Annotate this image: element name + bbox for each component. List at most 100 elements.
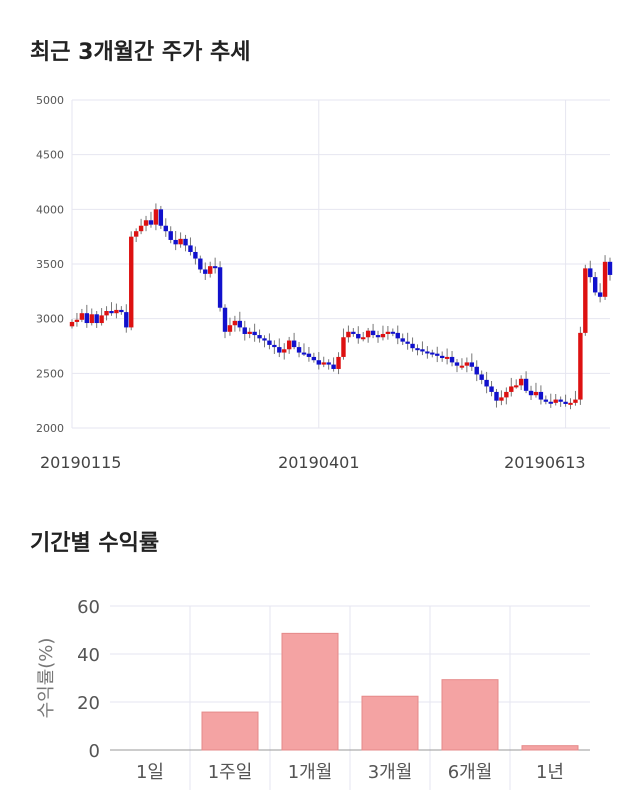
candle-body	[306, 353, 312, 357]
candle-body	[336, 356, 341, 369]
candle-body	[430, 352, 435, 355]
y-tick-label: 5000	[36, 94, 64, 107]
candle-body	[558, 399, 563, 402]
candle-body	[504, 391, 509, 398]
candle-body	[341, 337, 346, 357]
candle-body	[469, 362, 474, 367]
candle-body	[158, 209, 164, 226]
candle-body	[395, 332, 400, 339]
candle-body	[119, 309, 124, 313]
return-bar	[521, 745, 579, 751]
candle-body	[138, 225, 144, 232]
candle-body	[99, 315, 104, 324]
category-label: 1년	[536, 762, 564, 783]
candle-body	[252, 331, 257, 336]
candle-body	[533, 391, 539, 396]
category-label: 1주일	[208, 762, 253, 783]
y-tick-label: 0	[89, 741, 100, 762]
candle-body	[573, 399, 578, 403]
x-tick-label: 20190115	[40, 453, 121, 472]
candle-body	[509, 386, 514, 392]
candle-body	[410, 343, 415, 349]
candlestick-chart: 5000 4500 4000 3500 3000 2500 2000 20190115 2019…	[36, 94, 613, 472]
candle-body	[74, 319, 80, 322]
candle-body	[178, 238, 183, 245]
candle-body	[153, 209, 159, 225]
candle-body	[494, 391, 499, 401]
candle-body	[272, 344, 277, 348]
candle-body	[439, 355, 445, 359]
x-tick-label: 20190613	[504, 453, 585, 472]
candle-body	[257, 335, 262, 339]
candle-body	[247, 331, 252, 334]
candle-body	[356, 333, 361, 339]
candle-body	[114, 309, 119, 314]
candle-body	[385, 331, 391, 334]
candle-body	[449, 356, 455, 363]
candle-body	[578, 332, 583, 400]
candle-body	[311, 356, 317, 361]
candle-body	[528, 390, 534, 396]
return-bar	[281, 632, 339, 751]
candle-body	[227, 325, 233, 332]
candle-body	[183, 238, 188, 246]
candle-body	[479, 374, 484, 380]
candle-body	[454, 362, 460, 366]
category-label: 1일	[136, 762, 164, 783]
y-tick-label: 4000	[36, 203, 64, 216]
return-bar	[441, 679, 499, 751]
candle-body	[568, 402, 573, 405]
candle-body	[420, 349, 425, 352]
candle-body	[212, 266, 218, 269]
candle-body	[499, 397, 504, 401]
candle-body	[296, 347, 302, 353]
candle-body	[188, 245, 193, 252]
candle-body	[459, 365, 465, 368]
candle-body	[129, 236, 134, 328]
category-label: 1개월	[288, 762, 333, 783]
y-tick-label: 40	[77, 645, 100, 666]
candle-body	[400, 338, 405, 342]
candle-body	[124, 312, 129, 328]
candle-body	[351, 331, 356, 334]
y-tick-label: 2000	[36, 422, 64, 435]
candle-body	[222, 307, 228, 332]
candle-body	[242, 327, 247, 334]
y-tick-label: 20	[77, 693, 100, 714]
candle-body	[390, 331, 396, 334]
candle-body	[514, 385, 519, 388]
candle-body	[133, 231, 139, 237]
return-bar	[201, 711, 259, 751]
price-trend-title: 최근 3개월간 주가 추세	[30, 40, 251, 65]
candle-body	[602, 261, 608, 297]
candle-body	[237, 320, 243, 328]
candle-body	[163, 225, 168, 232]
returns-title: 기간별 수익률	[30, 531, 160, 556]
candle-body	[484, 379, 489, 387]
y-tick-label: 60	[77, 597, 100, 618]
candle-body	[543, 399, 549, 402]
candle-body	[405, 341, 410, 344]
candle-body	[267, 340, 272, 345]
candle-body	[316, 360, 321, 365]
candle-body	[104, 311, 109, 316]
category-label: 3개월	[368, 762, 413, 783]
candle-body	[203, 269, 208, 274]
candle-body	[435, 353, 440, 356]
candle-body	[94, 314, 99, 324]
candle-body	[346, 331, 351, 338]
candle-body	[173, 239, 178, 245]
candle-body	[489, 386, 494, 392]
candle-body	[326, 362, 331, 365]
candle-body	[79, 313, 85, 320]
candle-body	[277, 347, 282, 353]
y-axis-label: 수익률(%)	[36, 638, 57, 719]
candle-body	[282, 349, 287, 353]
candle-body	[380, 333, 386, 338]
candle-body	[109, 311, 114, 314]
y-tick-label: 3500	[36, 258, 64, 271]
y-tick-label: 2500	[36, 367, 64, 380]
candle-body	[143, 220, 149, 226]
candle-body	[89, 314, 94, 324]
candle-body	[474, 366, 479, 375]
